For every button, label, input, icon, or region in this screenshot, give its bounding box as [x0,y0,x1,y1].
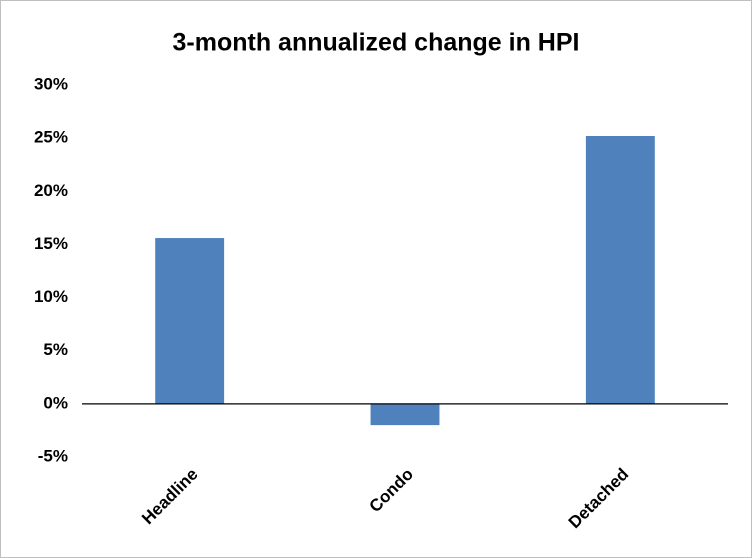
y-tick-label: 15% [34,234,68,253]
bar [370,403,440,426]
y-tick-label: 10% [34,287,68,306]
y-tick-label: 25% [34,128,68,147]
y-tick-label: 30% [34,74,68,93]
y-tick-label: 20% [34,181,68,200]
y-tick-label: -5% [38,446,68,465]
bar [585,136,655,404]
bar [155,238,225,404]
y-tick-label: 5% [43,340,68,359]
y-tick-label: 0% [43,393,68,412]
chart-title: 3-month annualized change in HPI [173,29,580,57]
